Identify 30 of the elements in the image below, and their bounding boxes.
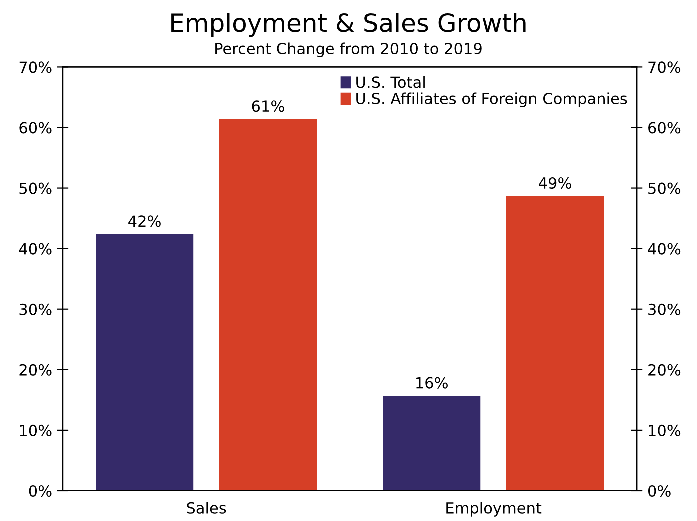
y2-tick-label: 40% (648, 243, 681, 255)
legend-label: U.S. Total (356, 76, 425, 88)
x-tick-label: Sales (187, 502, 226, 514)
data-label: 16% (416, 377, 448, 389)
y2-tick-label: 60% (648, 122, 681, 134)
y-tick-label: 40% (19, 243, 52, 255)
y-tick-label: 60% (20, 122, 52, 134)
y-tick-label: 70% (20, 62, 52, 74)
y2-tick-label: 70% (648, 62, 681, 74)
bar (506, 196, 604, 491)
y2-tick-label: 0% (648, 485, 671, 498)
y2-tick-label: 20% (648, 364, 681, 376)
y2-tick-label: 30% (648, 304, 681, 316)
y2-tick-label: 50% (648, 182, 681, 194)
chart-title: Employment & Sales Growth (172, 13, 526, 38)
chart-subtitle: Percent Change from 2010 to 2019 (216, 42, 482, 58)
data-label: 42% (128, 216, 161, 228)
legend-label: U.S. Affiliates of Foreign Companies (356, 92, 628, 108)
bar (96, 234, 194, 491)
data-label: 49% (539, 177, 572, 190)
x-tick-label: Employment (446, 502, 542, 517)
y-tick-label: 10% (20, 424, 52, 436)
bar (383, 396, 481, 491)
y2-tick-label: 10% (649, 424, 681, 436)
y-tick-label: 0% (29, 485, 52, 498)
y-tick-label: 20% (20, 364, 52, 376)
bar (219, 119, 318, 491)
y-tick-label: 50% (20, 182, 52, 194)
y-tick-label: 30% (20, 304, 52, 316)
data-label: 61% (252, 100, 284, 112)
